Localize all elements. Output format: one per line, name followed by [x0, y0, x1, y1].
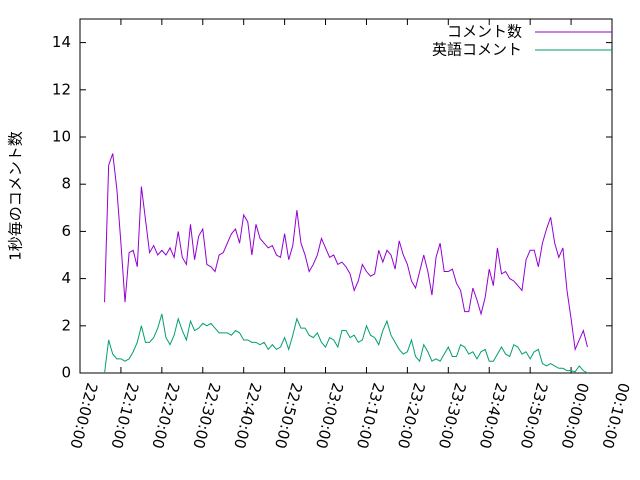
x-tick-label: 22:40:00	[230, 381, 265, 451]
x-tick-label: 23:00:00	[312, 381, 347, 451]
y-tick-label: 4	[61, 269, 71, 287]
x-tick-label: 23:20:00	[394, 381, 429, 451]
legend-label: 英語コメント	[432, 41, 522, 59]
x-tick-label: 23:30:00	[435, 381, 470, 451]
x-tick-label: 22:20:00	[148, 381, 183, 451]
y-tick-label: 10	[52, 128, 71, 146]
plot-frame	[79, 18, 613, 374]
legend-label: コメント数	[447, 23, 522, 41]
x-tick-label: 22:10:00	[107, 381, 142, 451]
x-tick-label: 23:10:00	[353, 381, 388, 451]
x-tick-label: 22:50:00	[271, 381, 306, 451]
x-tick-label: 22:00:00	[66, 381, 101, 451]
series-line	[104, 153, 588, 352]
y-tick-label: 12	[52, 80, 71, 98]
y-tick-label: 0	[61, 364, 71, 382]
series-line	[104, 313, 588, 374]
x-tick-label: 00:10:00	[598, 381, 633, 451]
x-tick-label: 23:40:00	[476, 381, 511, 451]
y-tick-label: 14	[52, 33, 71, 51]
x-tick-label: 22:30:00	[189, 381, 224, 451]
x-tick-label: 23:50:00	[517, 381, 552, 451]
y-tick-label: 6	[61, 222, 71, 240]
x-tick-label: 00:00:00	[557, 381, 592, 451]
y-axis-label: 1秒毎のコメント数	[7, 131, 25, 261]
y-tick-label: 8	[61, 175, 71, 193]
y-tick-label: 2	[61, 316, 71, 334]
